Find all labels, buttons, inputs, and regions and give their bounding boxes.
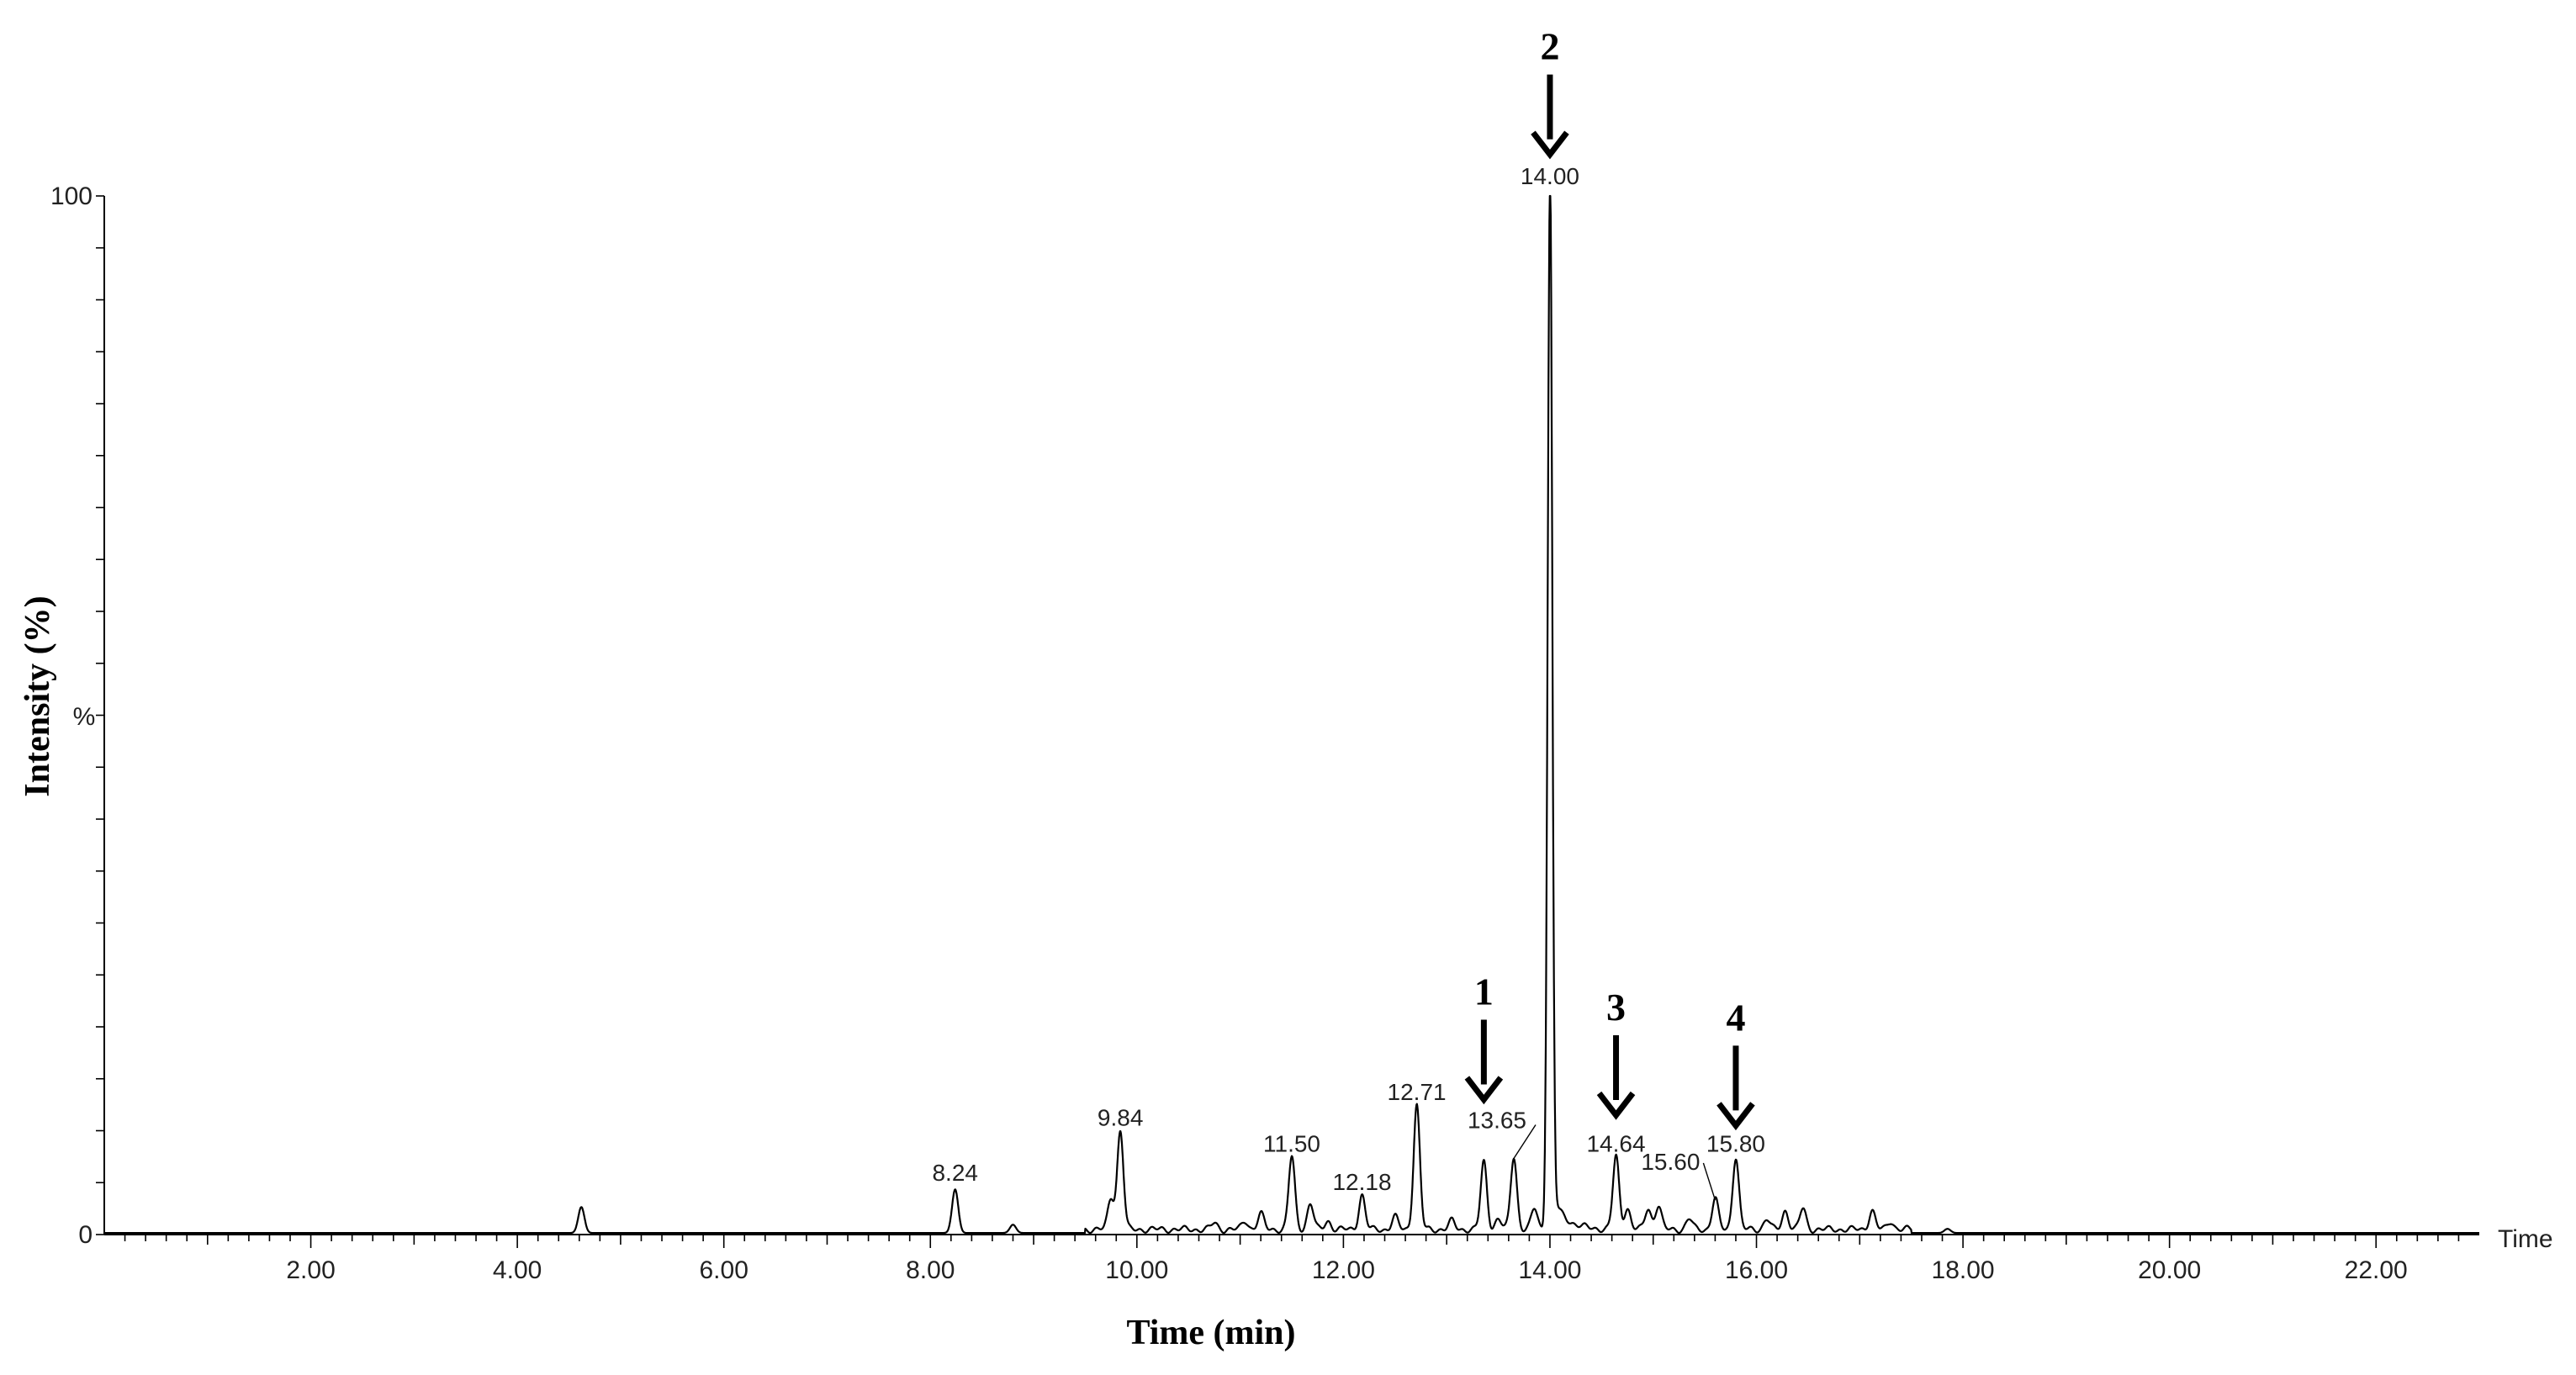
y-tick-label: 0 (78, 1221, 93, 1249)
x-tick-label: 8.00 (906, 1256, 955, 1284)
arrow-head (1464, 1076, 1504, 1105)
x-tick-label: 6.00 (700, 1256, 748, 1284)
x-tick-label: 20.00 (2138, 1256, 2201, 1284)
x-axis-end-label: Time (2498, 1225, 2553, 1253)
arrow-head (1716, 1102, 1755, 1131)
peak-label: 8.24 (932, 1160, 978, 1186)
peak-label: 15.80 (1706, 1131, 1765, 1157)
peak-labels: 8.249.8411.5012.1812.7113.6514.0014.6415… (932, 163, 1765, 1201)
annotation-number: 2 (1540, 25, 1559, 68)
peak-label: 11.50 (1263, 1131, 1320, 1157)
x-tick-label: 12.00 (1312, 1256, 1375, 1284)
peak-annotations: 1 2 3 4 (1464, 25, 1755, 1131)
annotation-number: 4 (1726, 996, 1745, 1039)
annotation-arrow-1: 1 (1464, 970, 1504, 1105)
peak-label: 9.84 (1098, 1105, 1144, 1131)
x-tick-label: 10.00 (1105, 1256, 1168, 1284)
x-tick-label: 4.00 (493, 1256, 542, 1284)
peak-label: 14.64 (1586, 1131, 1645, 1157)
x-axis-title: Time (min) (1126, 1314, 1295, 1352)
peak-leader-line (1513, 1124, 1537, 1159)
peak-label: 13.65 (1468, 1108, 1526, 1134)
y-tick-label: 100 (50, 182, 93, 210)
x-axis-ticks: 2.00 4.00 6.00 8.00 10.00 12.00 14.00 16.00 18.0… (124, 1235, 2460, 1284)
y-axis-mid-label: % (73, 703, 96, 731)
x-tick-label: 14.00 (1518, 1256, 1581, 1284)
axes (103, 196, 2479, 1235)
x-tick-label: 2.00 (286, 1256, 335, 1284)
annotation-arrow-4: 4 (1716, 996, 1755, 1131)
annotation-arrow-2: 2 (1531, 25, 1569, 160)
peak-label: 12.18 (1332, 1169, 1391, 1195)
chromatogram-trace (103, 194, 2480, 1235)
peak-label: 14.00 (1521, 163, 1579, 189)
peak-leader-line (1702, 1162, 1716, 1201)
y-axis-ticks: 0 100 (50, 182, 104, 1249)
annotation-number: 3 (1606, 986, 1626, 1029)
arrow-head (1531, 130, 1569, 160)
arrow-head (1596, 1091, 1636, 1120)
annotation-number: 1 (1474, 970, 1494, 1013)
peak-label: 15.60 (1641, 1149, 1700, 1175)
annotation-arrow-3: 3 (1596, 986, 1636, 1120)
x-tick-label: 22.00 (2345, 1256, 2408, 1284)
y-axis-title: Intensity (%) (19, 595, 57, 796)
x-tick-label: 16.00 (1725, 1256, 1788, 1284)
x-tick-label: 18.00 (1932, 1256, 1995, 1284)
peak-label: 12.71 (1388, 1079, 1447, 1105)
